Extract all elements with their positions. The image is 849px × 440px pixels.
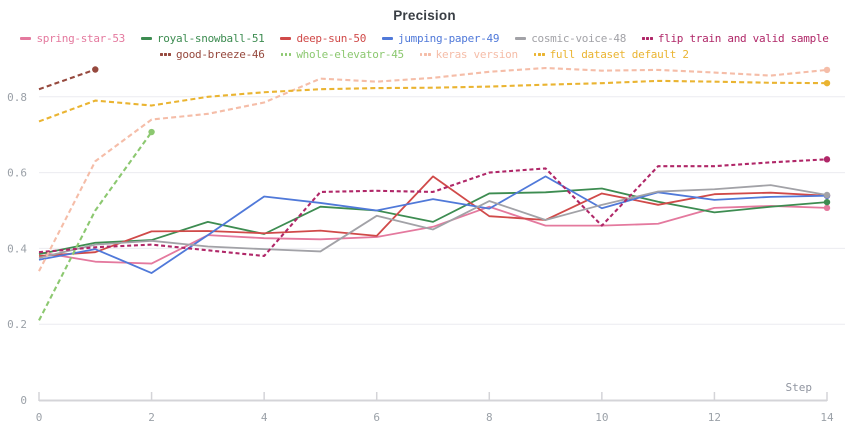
x-tick-label: 4 [261,411,268,424]
legend-label: spring-star-53 [36,31,125,45]
series-end-dot-0 [823,204,831,212]
series-line-6[interactable] [38,68,96,91]
legend-item-full-dataset-default-2[interactable]: full dataset default 2 [533,47,689,62]
legend-dashes-icon [280,53,292,56]
series-line-9[interactable] [38,79,828,123]
series-line-2[interactable] [38,175,828,257]
y-tick-label: 0.4 [7,242,27,255]
legend-label: good-breeze-46 [176,47,265,61]
chart-title: Precision [393,8,456,23]
y-tick-label: 0 [20,394,27,407]
x-tick-label: 12 [708,411,721,424]
x-tick-label: 10 [595,411,608,424]
series-end-dot-5 [823,156,831,163]
x-tick-label: 6 [373,411,380,424]
legend-label: deep-sun-50 [296,31,367,45]
x-tick-label: 14 [820,411,834,424]
legend-item-spring-star-53[interactable]: spring-star-53 [20,32,125,46]
legend-label: whole-elevator-45 [296,47,404,61]
legend-label: royal-snowball-51 [156,31,265,45]
x-axis-title: Step [786,381,813,394]
series-line-3[interactable] [38,175,828,274]
legend-dashes-icon [533,53,545,56]
legend-label: full dataset default 2 [549,47,689,61]
legend-label: cosmic-voice-48 [531,31,627,45]
legend-line-icon [280,37,292,40]
series-line-7[interactable] [38,131,153,321]
x-tick-label: 8 [486,411,493,424]
series-end-dot-4 [823,191,831,199]
legend-row-1: spring-star-53 royal-snowball-51 deep-sun-… [0,31,849,46]
legend-item-royal-snowball-51[interactable]: royal-snowball-51 [140,31,265,46]
series-line-5[interactable] [38,158,828,258]
series-end-dot-6 [92,66,99,73]
legend-dashes-icon [160,53,172,56]
series-end-dot-9 [823,79,831,87]
legend-line-icon [382,37,394,40]
legend-item-keras-version[interactable]: keras version [419,47,519,62]
series-end-dot-7 [148,128,155,136]
series-line-1[interactable] [38,187,828,255]
legend-item-deep-sun-50[interactable]: deep-sun-50 [280,32,366,46]
legend-item-good-breeze-46[interactable]: good-breeze-46 [160,47,265,62]
legend-line-icon [20,37,32,40]
y-tick-label: 0.6 [7,167,27,180]
legend-item-jumping-paper-49[interactable]: jumping-paper-49 [382,31,500,46]
series-line-0[interactable] [38,205,828,265]
series-line-4[interactable] [38,184,828,259]
series-end-dot-1 [823,198,831,206]
legend-label: keras version [435,47,519,61]
legend-item-flip-train-and-valid-sample[interactable]: flip train and valid sample [642,32,829,46]
y-tick-label: 0.8 [7,91,27,104]
legend-item-whole-elevator-45[interactable]: whole-elevator-45 [280,47,404,62]
series-end-dot-8 [823,66,831,74]
legend-line-icon [515,37,527,40]
legend-dashes-icon [642,37,653,40]
x-tick-label: 2 [148,411,155,424]
y-tick-label: 0.2 [7,318,27,331]
legend-item-cosmic-voice-48[interactable]: cosmic-voice-48 [515,32,626,46]
legend-label: flip train and valid sample [657,31,829,45]
legend-row-2: good-breeze-46 whole-elevator-45 keras ver… [0,47,849,62]
legend-label: jumping-paper-49 [398,31,500,45]
legend-line-icon [140,37,152,40]
x-tick-label: 0 [36,411,43,424]
legend-dashes-icon [419,53,431,56]
